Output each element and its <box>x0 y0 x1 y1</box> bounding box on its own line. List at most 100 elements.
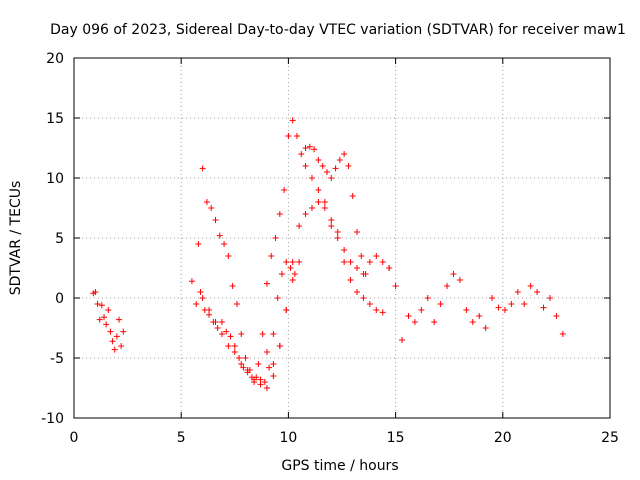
data-point <box>495 304 502 311</box>
data-point <box>203 199 210 205</box>
tick-labels: 0 5 10 15 20 25 -10 -5 0 5 10 15 20 <box>41 51 619 446</box>
x-tick-label: 10 <box>279 430 297 446</box>
data-point <box>244 367 251 373</box>
data-point <box>285 133 292 139</box>
data-point <box>120 328 127 335</box>
data-point <box>193 301 200 307</box>
x-tick-label: 15 <box>387 430 405 446</box>
data-point <box>266 364 273 371</box>
data-point <box>221 241 228 247</box>
data-point <box>319 163 326 169</box>
data-point <box>238 361 245 367</box>
data-point <box>103 321 110 328</box>
data-point <box>450 271 457 277</box>
data-point <box>195 241 202 247</box>
data-point <box>291 271 298 277</box>
data-point <box>276 343 283 349</box>
data-point <box>514 289 521 295</box>
y-tick-label: 15 <box>46 111 64 127</box>
data-point <box>559 331 566 337</box>
data-point <box>424 295 431 301</box>
data-point <box>358 253 365 259</box>
data-point <box>268 253 275 259</box>
data-point <box>263 349 270 355</box>
data-point <box>276 211 283 217</box>
data-point <box>287 265 294 271</box>
data-point <box>323 169 330 175</box>
data-point <box>197 289 204 295</box>
data-point <box>109 338 116 345</box>
data-point <box>257 381 264 388</box>
data-point <box>216 232 223 239</box>
data-point <box>334 229 341 235</box>
data-point <box>259 331 266 337</box>
y-tick-label: 20 <box>46 51 64 67</box>
data-point <box>306 143 313 150</box>
data-point <box>386 265 393 271</box>
y-tick-label: -5 <box>50 351 64 367</box>
data-point <box>347 259 354 265</box>
data-point <box>118 343 125 349</box>
x-tick-label: 0 <box>70 430 79 446</box>
data-point <box>341 151 348 157</box>
data-point <box>379 259 386 265</box>
data-point <box>373 307 380 313</box>
data-point <box>289 277 296 283</box>
data-point <box>107 328 114 335</box>
data-point <box>113 333 120 340</box>
data-point <box>233 301 240 307</box>
data-point <box>218 319 225 325</box>
data-point <box>94 301 101 307</box>
data-point <box>214 325 221 331</box>
data-point <box>289 117 296 124</box>
x-axis-label: GPS time / hours <box>281 458 398 474</box>
data-point <box>302 163 309 169</box>
data-point <box>521 301 528 307</box>
data-point <box>349 193 356 199</box>
data-point <box>278 271 285 277</box>
x-tick-label: 20 <box>494 430 512 446</box>
data-point <box>270 373 277 379</box>
data-point <box>229 283 236 289</box>
data-point <box>321 199 328 205</box>
x-tick-label: 25 <box>601 430 619 446</box>
data-point <box>218 331 225 337</box>
y-tick-label: -10 <box>41 411 64 427</box>
data-point <box>255 361 262 367</box>
data-point <box>534 289 541 295</box>
data-point <box>469 319 476 325</box>
data-point <box>270 331 277 337</box>
data-point <box>315 157 322 163</box>
data-point <box>373 253 380 259</box>
data-point <box>328 175 335 181</box>
chart-title: Day 096 of 2023, Sidereal Day-to-day VTE… <box>50 22 626 38</box>
data-point <box>553 313 560 319</box>
data-point <box>302 211 309 217</box>
grid <box>74 58 610 418</box>
data-point <box>360 271 367 277</box>
data-point <box>263 385 270 391</box>
data-point <box>238 331 245 337</box>
data-point <box>231 343 238 349</box>
data-point <box>321 205 328 211</box>
data-point <box>92 289 99 295</box>
data-points <box>90 117 566 391</box>
data-point <box>366 259 373 265</box>
data-point <box>489 295 496 301</box>
plot-frame <box>73 57 611 419</box>
y-tick-label: 5 <box>55 231 64 247</box>
data-point <box>315 199 322 205</box>
y-tick-label: 0 <box>55 291 64 307</box>
y-axis-label: SDTVAR / TECUs <box>8 181 24 296</box>
data-point <box>527 283 534 289</box>
data-point <box>261 379 268 385</box>
data-point <box>223 328 230 335</box>
data-point <box>293 133 300 139</box>
data-point <box>354 289 361 295</box>
data-point <box>482 325 489 331</box>
data-point <box>208 205 215 211</box>
data-point <box>360 295 367 301</box>
data-point <box>392 283 399 289</box>
